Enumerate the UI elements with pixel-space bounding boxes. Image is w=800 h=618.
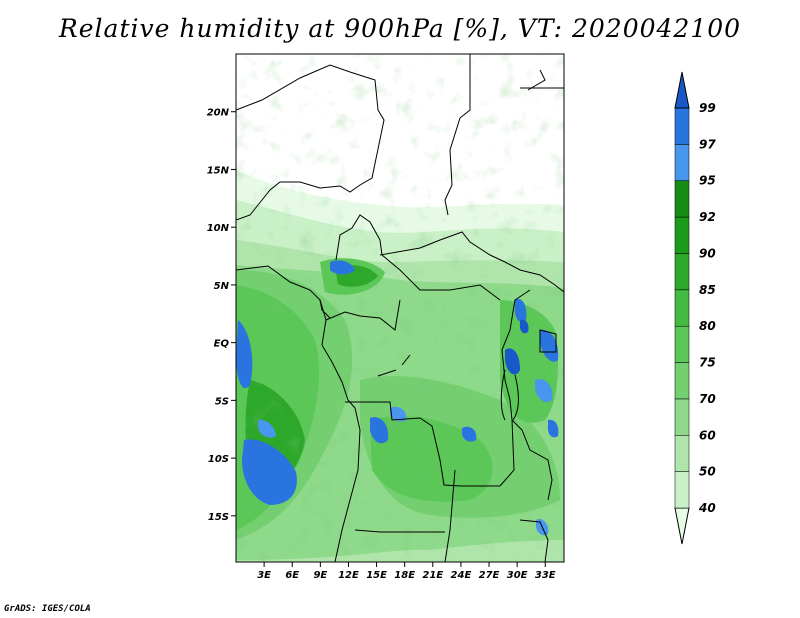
country-borders (236, 54, 564, 562)
lat-tick-label: 15N (207, 165, 230, 176)
colorbar-label: 92 (699, 210, 716, 224)
lat-tick-label: 15S (208, 512, 229, 523)
colorbar-segment (674, 180, 690, 218)
colorbar-segment (674, 398, 690, 436)
colorbar-segment (674, 471, 690, 509)
colorbar-label: 60 (699, 428, 716, 442)
lat-tick-label: 20N (207, 108, 230, 119)
grads-credit: GrADS: IGES/COLA (4, 604, 91, 614)
colorbar-segment (674, 144, 690, 181)
colorbar-label: 99 (699, 101, 716, 115)
colorbar-label: 90 (699, 246, 716, 260)
lon-tick-label: 27E (479, 570, 500, 581)
lat-tick-label: EQ (214, 339, 230, 350)
colorbar-segment (674, 362, 690, 400)
colorbar-segment (674, 435, 690, 472)
humidity-field (236, 54, 564, 562)
map-title: Relative humidity at 900hPa [%], VT: 202… (58, 14, 742, 43)
lat-tick-label: 5N (214, 281, 230, 292)
colorbar-segment (674, 325, 690, 363)
lat-tick-label: 10N (207, 223, 230, 234)
latitude-axis: 20N 15N 10N 5N EQ 5S 10S 15S (207, 108, 236, 523)
colorbar-segment (674, 107, 690, 145)
colorbar-label: 95 (699, 174, 716, 188)
colorbar-segment (674, 289, 690, 327)
lat-tick-label: 10S (208, 454, 229, 465)
lon-tick-label: 24E (451, 570, 472, 581)
colorbar-segment (674, 253, 690, 291)
lon-tick-label: 30E (507, 570, 528, 581)
longitude-axis: 3E 6E 9E 12E 15E 18E 21E 24E 27E 30E 33E (257, 562, 556, 581)
colorbar-low-triangle (674, 507, 690, 545)
lon-tick-label: 3E (257, 570, 271, 581)
map-frame (235, 53, 565, 563)
lon-tick-label: 18E (394, 570, 415, 581)
lon-tick-label: 21E (422, 570, 443, 581)
colorbar-label: 75 (699, 356, 716, 370)
lon-tick-label: 15E (366, 570, 387, 581)
colorbar-label: 50 (699, 465, 716, 479)
lon-tick-label: 9E (313, 570, 327, 581)
lon-tick-label: 12E (338, 570, 359, 581)
colorbar-high-triangle (674, 71, 690, 109)
colorbar-label: 85 (699, 283, 716, 297)
colorbar: 40 50 60 70 75 80 85 90 92 95 97 99 (674, 71, 716, 545)
colorbar-label: 80 (699, 319, 716, 333)
colorbar-label: 97 (699, 137, 716, 151)
colorbar-label: 40 (698, 501, 716, 515)
colorbar-segment (674, 216, 690, 254)
colorbar-label: 70 (699, 392, 716, 406)
lon-tick-label: 6E (285, 570, 299, 581)
lat-tick-label: 5S (215, 396, 229, 407)
lon-tick-label: 33E (535, 570, 556, 581)
